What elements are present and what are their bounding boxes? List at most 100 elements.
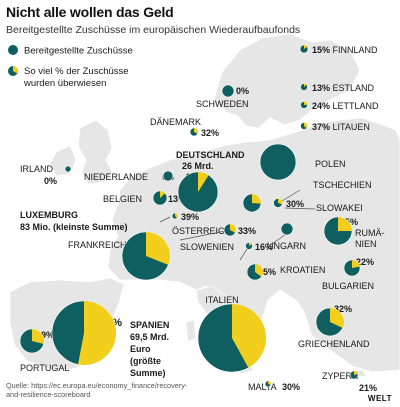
label-litauen-pct_name: 37% LITAUEN (312, 122, 370, 132)
label-estland-pct_name: 13% ESTLAND (312, 83, 375, 93)
pie-ungarn-granted (280, 222, 294, 236)
label-belgien-name: BELGIEN (103, 194, 142, 204)
label-niederlande-name: NIEDERLANDE (84, 172, 148, 182)
pie-litauen-paid (304, 122, 308, 129)
legend-granted-label: Bereitgestellte Zuschüsse (24, 46, 133, 57)
pie-polen (259, 143, 297, 181)
label-frankreich-name: FRANKREICH (68, 240, 127, 250)
source-line-1: Quelle: https://ec.europa.eu/economy_fin… (6, 381, 188, 390)
leader-line-4 (284, 207, 316, 210)
pie-griechenland (315, 307, 345, 337)
legend-paid-label-2: wurden überwiesen (23, 78, 106, 89)
pie-polen-granted (259, 143, 297, 181)
label-oesterreich-name: ÖSTERREICH (172, 226, 231, 236)
pie-kroatien-paid (255, 264, 263, 277)
pie-niederlande (162, 170, 174, 182)
label-rumaenien-name_l1: RUMÄ- (355, 228, 385, 238)
pie-griechenland-paid (330, 308, 345, 328)
label-slowenien-name: SLOWENIEN (180, 242, 234, 252)
source-line-2: and-resilience-scoreboard (6, 390, 91, 399)
label-finnland-pct_name: 15% FINNLAND (312, 45, 378, 55)
pie-charts (19, 44, 361, 388)
label-spanien-sp4: Summe) (130, 368, 166, 378)
label-luxemburg-pct: 39% (181, 212, 199, 222)
label-oesterreich-pct: 33% (238, 226, 256, 236)
welt-logo: WELT (367, 394, 392, 403)
leader-line-0 (159, 216, 171, 223)
label-polen-name: POLEN (315, 159, 346, 169)
page-subtitle: Bereitgestellte Zuschüsse im europäische… (6, 24, 301, 36)
leader-line-2 (281, 189, 301, 202)
label-lettland-pct_name: 24% LETTLAND (312, 101, 379, 111)
label-spanien-sp1: 69,5 Mrd. (130, 332, 169, 342)
label-belgien-pct: 13% (168, 194, 186, 204)
label-luxemburg-name: LUXEMBURG (20, 210, 78, 220)
pie-slowakei-paid (278, 198, 283, 205)
pie-belgien (152, 190, 168, 206)
pie-lettland-paid (304, 101, 308, 105)
pie-luxemburg-paid (175, 213, 178, 219)
pie-deutschland-paid (198, 172, 209, 192)
label-slowakei-pct: 30% (286, 199, 304, 209)
pie-belgien-paid (160, 191, 166, 198)
pie-lettland (300, 101, 308, 109)
pie-frankreich-paid (146, 232, 170, 265)
pie-rumaenien-paid (338, 217, 352, 231)
pie-slowakei (273, 198, 283, 208)
leader-line-1 (179, 229, 231, 241)
pie-finnland-paid (304, 45, 308, 49)
uk-land (77, 119, 113, 185)
pie-daenemark-paid (194, 128, 198, 134)
pie-spanien (51, 300, 117, 366)
leader-line-5 (267, 233, 287, 248)
pie-italien (197, 303, 267, 373)
pie-tschechien (242, 193, 262, 213)
legend: Bereitgestellte Zuschüsse So viel % der … (8, 45, 133, 89)
pie-bulgarien (343, 259, 361, 277)
pie-slowenien-paid (249, 242, 252, 246)
label-irland-name: IRLAND (20, 164, 54, 174)
sardinia-land (185, 319, 197, 343)
scandinavia-land (213, 33, 361, 129)
pie-estland (300, 83, 308, 91)
pie-slowenien (245, 242, 253, 250)
label-slowakei-name: SLOWAKEI (316, 203, 363, 213)
legend-granted-swatch (8, 45, 18, 55)
page-title: Nicht alle wollen das Geld (6, 4, 174, 20)
label-deutschland-name: DEUTSCHLAND (176, 150, 245, 160)
label-schweden-pct: 0% (236, 86, 249, 96)
label-schweden-name: SCHWEDEN (196, 99, 249, 109)
label-tschechien-name: TSCHECHIEN (313, 180, 372, 190)
pie-estland-paid (304, 83, 307, 87)
label-bulgarien-name: BULGARIEN (322, 281, 374, 291)
pie-luxemburg (171, 212, 179, 220)
pie-frankreich (121, 231, 171, 281)
label-spanien-sp2: Euro (130, 344, 151, 354)
label-zypern-name: ZYPERN (322, 371, 359, 381)
label-slowenien-pct: 16% (255, 242, 273, 252)
label-zypern-pct: 21% (359, 383, 377, 393)
label-portugal-name: PORTUGAL (20, 363, 69, 373)
pie-zypern (349, 370, 359, 380)
pie-deutschland (177, 171, 219, 213)
pie-portugal-paid (32, 329, 44, 344)
pie-ungarn (280, 222, 294, 236)
pie-daenemark (189, 127, 199, 137)
pie-malta (264, 380, 272, 388)
label-daenemark-pct: 32% (201, 128, 219, 138)
label-deutschland-amount: 26 Mrd. (182, 161, 214, 171)
label-kroatien-pct: 35% (258, 267, 276, 277)
pie-zypern-paid (354, 371, 358, 375)
pie-schweden (221, 84, 235, 98)
label-griechenland-name: GRIECHENLAND (298, 339, 370, 349)
pie-bulgarien-paid (352, 260, 360, 268)
pie-tschechien-paid (252, 194, 261, 204)
label-italien-name: ITALIEN (205, 295, 238, 305)
pie-litauen (300, 122, 308, 130)
label-bulgarien-pct: 22% (356, 257, 374, 267)
pie-irland (64, 165, 72, 173)
label-spanien-sp3: (größte (130, 356, 161, 366)
label-malta-name: MALTA (248, 382, 277, 392)
label-kroatien-name: KROATIEN (280, 265, 325, 275)
